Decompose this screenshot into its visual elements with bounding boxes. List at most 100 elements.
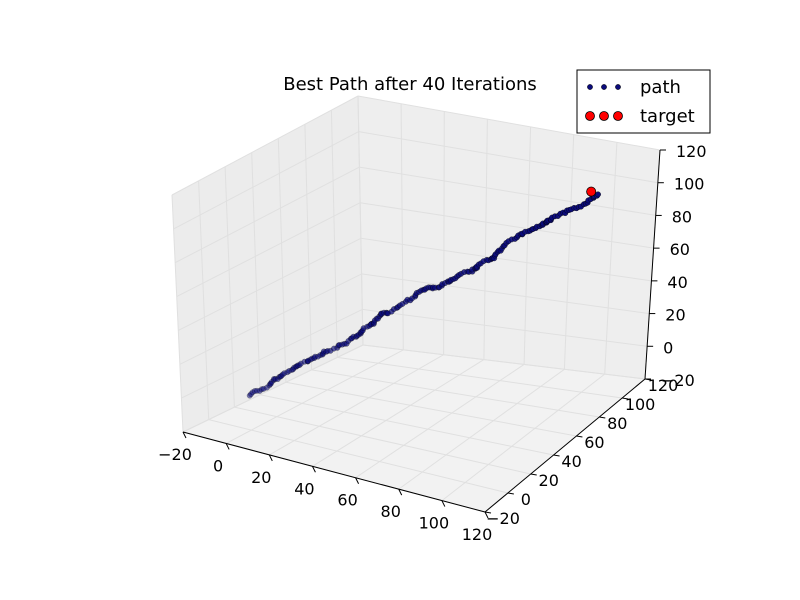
- z-tick-label: 40: [667, 273, 687, 292]
- grid-line: [362, 308, 648, 347]
- grid-line: [173, 131, 359, 230]
- legend-box: [576, 69, 711, 134]
- x-tick-label: 20: [251, 468, 271, 487]
- y-tick-label: 60: [584, 433, 604, 452]
- grid-line: [400, 103, 404, 350]
- legend-target-marker: [613, 111, 623, 121]
- grid-line: [360, 202, 654, 249]
- x-tick: [182, 431, 187, 439]
- grid-line: [224, 166, 235, 408]
- path-series: [246, 191, 601, 399]
- y-tick-label: 80: [607, 414, 627, 433]
- z-tick-label: −20: [661, 371, 695, 390]
- x-tick: [355, 477, 360, 484]
- left-pane: [172, 96, 363, 432]
- grid-line: [225, 349, 404, 444]
- grid-line: [174, 166, 360, 264]
- grid-line: [357, 95, 661, 151]
- y-tick: [484, 511, 492, 514]
- grid-line: [359, 166, 656, 216]
- grid-line: [234, 406, 531, 475]
- grid-line: [259, 394, 554, 456]
- grid-line: [523, 126, 532, 365]
- grid-line: [208, 419, 509, 494]
- y-tick-label: −20: [486, 509, 520, 528]
- grid-line: [181, 308, 363, 399]
- y-tick-label: 100: [625, 395, 656, 414]
- grid-line: [604, 142, 618, 375]
- y-tick-label: 120: [648, 376, 679, 395]
- axis-panes: [172, 96, 660, 512]
- legend-path-marker: [615, 84, 621, 90]
- legend-target-marker: [599, 111, 609, 121]
- z-tick-label: 60: [670, 240, 690, 259]
- target-point: [586, 186, 597, 197]
- y-tick: [553, 454, 560, 457]
- grid-line: [304, 124, 313, 370]
- z-tick-label: 0: [663, 338, 673, 357]
- grid-line: [182, 344, 364, 433]
- z-tick-label: 20: [665, 306, 685, 325]
- grid-line: [357, 95, 364, 346]
- y-tick-label: 0: [521, 490, 531, 509]
- grid-line: [285, 381, 577, 437]
- z-tick-label: 100: [674, 175, 705, 194]
- grid-line: [330, 110, 338, 358]
- z-tick-label: 80: [672, 207, 692, 226]
- legend: path target: [576, 69, 711, 134]
- grid-line: [311, 369, 600, 418]
- grid-line: [178, 237, 362, 331]
- grid-line: [361, 273, 650, 315]
- y-tick: [530, 473, 537, 476]
- y-axis-line: [484, 378, 646, 513]
- x-tick-label: 120: [462, 525, 493, 544]
- y-tick: [622, 397, 629, 400]
- grid-line: [337, 356, 623, 399]
- axis-lines: [182, 149, 661, 513]
- x-tick: [484, 511, 489, 519]
- grid-line: [269, 354, 444, 456]
- grid-line: [198, 180, 210, 420]
- x-tick: [268, 454, 273, 462]
- y-tick-label: 20: [539, 471, 559, 490]
- grid-line: [441, 373, 606, 501]
- legend-target-marker: [585, 111, 595, 121]
- legend-path-marker: [587, 84, 593, 90]
- grid-line: [171, 194, 184, 433]
- x-tick: [398, 488, 403, 496]
- grid-line: [398, 368, 565, 490]
- legend-path-marker: [601, 84, 607, 90]
- x-tick: [225, 443, 230, 450]
- x-tick-label: −20: [158, 445, 192, 464]
- back-pane: [358, 96, 660, 379]
- grid-line: [563, 134, 575, 370]
- grid-line: [179, 273, 362, 365]
- x-axis-line: [182, 431, 486, 513]
- z-tick-label: 120: [676, 142, 707, 161]
- x-tick-label: 40: [294, 479, 314, 498]
- grid-line: [358, 131, 658, 184]
- chart-title: Best Path after 40 Iterations: [283, 74, 537, 95]
- grid-line: [277, 138, 287, 383]
- x-tick: [311, 466, 316, 473]
- grid-line: [362, 344, 646, 380]
- x-tick-label: 60: [337, 491, 357, 510]
- y-tick: [507, 492, 514, 495]
- y-tick-label: 40: [561, 452, 581, 471]
- target-series: [586, 186, 597, 197]
- grid-line: [355, 363, 525, 479]
- floor-pane: [183, 345, 645, 512]
- z-axis-line: [644, 149, 661, 380]
- legend-path-label: path: [640, 77, 681, 98]
- grid-line: [312, 359, 485, 467]
- grid-line: [360, 237, 652, 282]
- legend-target-label: target: [640, 106, 695, 127]
- x-tick: [441, 500, 446, 507]
- y-tick: [576, 435, 583, 438]
- x-tick-label: 100: [419, 514, 450, 533]
- grid-line: [443, 111, 445, 355]
- grid-line: [251, 152, 261, 395]
- x-tick-label: 80: [381, 502, 401, 521]
